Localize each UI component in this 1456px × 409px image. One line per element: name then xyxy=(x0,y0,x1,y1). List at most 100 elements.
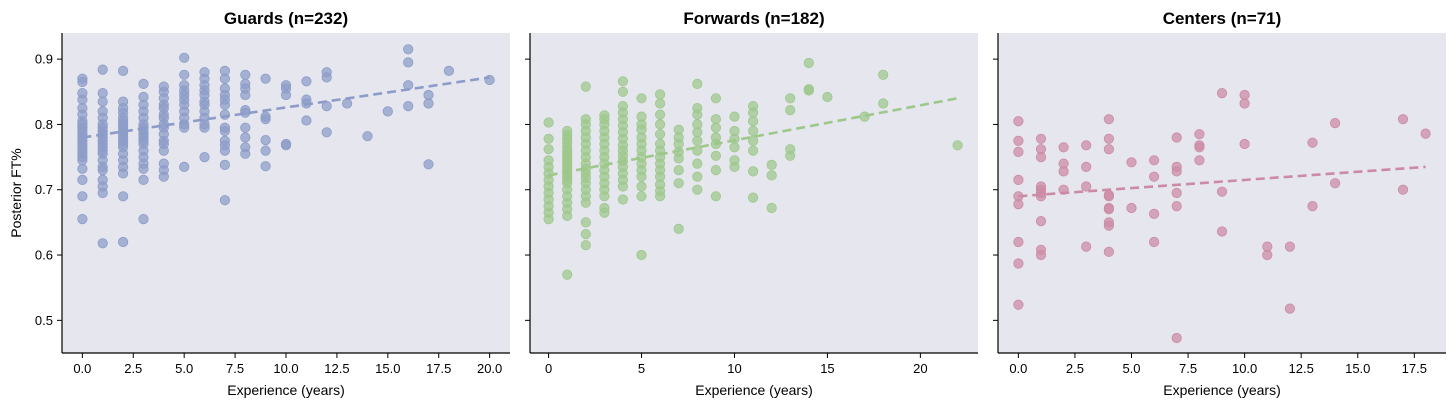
data-point xyxy=(1103,246,1115,257)
data-point xyxy=(1013,236,1024,248)
x-tick-label: 10 xyxy=(727,361,741,376)
data-point xyxy=(785,150,796,161)
data-point xyxy=(580,81,591,92)
data-point xyxy=(260,135,271,146)
data-point xyxy=(580,217,591,228)
data-point xyxy=(785,105,796,116)
data-point xyxy=(710,114,722,125)
data-point xyxy=(1035,216,1047,227)
data-point xyxy=(747,116,759,127)
y-tick-label: 0.7 xyxy=(35,182,53,197)
data-point xyxy=(1194,155,1205,166)
x-tick-label: 0 xyxy=(545,361,552,376)
data-point xyxy=(1081,161,1092,172)
data-point xyxy=(747,166,759,177)
data-point xyxy=(692,109,703,120)
data-point xyxy=(1194,142,1205,153)
data-point xyxy=(729,142,740,153)
data-point xyxy=(118,236,129,248)
data-point xyxy=(1103,133,1115,144)
data-point xyxy=(1216,88,1228,99)
data-point xyxy=(729,111,740,122)
panel-title: Centers (n=71) xyxy=(1163,9,1282,28)
data-point xyxy=(280,140,292,151)
trend-line xyxy=(82,76,490,139)
data-point xyxy=(1307,201,1318,212)
data-point xyxy=(692,158,703,169)
data-point xyxy=(1103,191,1115,202)
data-point xyxy=(138,174,149,185)
data-point xyxy=(1126,157,1137,168)
data-point xyxy=(118,65,129,77)
data-point xyxy=(219,99,230,110)
data-point xyxy=(97,165,108,176)
data-point xyxy=(362,131,373,142)
data-point xyxy=(1239,98,1250,109)
data-point xyxy=(543,133,554,144)
data-point xyxy=(1239,138,1250,150)
x-axis-label: Experience (years) xyxy=(227,382,345,398)
x-tick-label: 12.5 xyxy=(1289,361,1314,376)
data-point xyxy=(1103,114,1115,125)
x-tick-label: 2.5 xyxy=(1066,361,1084,376)
data-point xyxy=(1262,249,1273,261)
data-point xyxy=(654,109,666,120)
data-point xyxy=(423,89,434,101)
x-tick-label: 7.5 xyxy=(1179,361,1197,376)
x-tick-label: 20.0 xyxy=(477,361,502,376)
data-point xyxy=(710,191,722,202)
data-point xyxy=(1420,128,1431,139)
data-point xyxy=(260,161,271,172)
data-point xyxy=(766,170,777,181)
data-point xyxy=(636,191,647,202)
data-point xyxy=(382,106,393,117)
data-point xyxy=(423,98,434,109)
data-point xyxy=(729,161,740,172)
panel-title: Forwards (n=182) xyxy=(683,9,824,28)
data-point xyxy=(673,153,684,164)
y-tick-label: 0.5 xyxy=(35,313,53,328)
data-point xyxy=(158,145,169,156)
data-point xyxy=(1035,249,1047,261)
data-point xyxy=(1149,171,1160,182)
data-point xyxy=(1126,202,1137,214)
data-point xyxy=(580,240,591,251)
data-point xyxy=(654,119,666,130)
data-point xyxy=(1216,186,1228,197)
data-point xyxy=(803,85,814,96)
data-point xyxy=(97,88,108,99)
data-point xyxy=(403,101,414,112)
data-point xyxy=(1013,299,1024,310)
data-point xyxy=(803,57,814,69)
data-point xyxy=(260,114,271,125)
data-point xyxy=(543,214,554,225)
data-point xyxy=(179,52,190,63)
data-point xyxy=(1171,201,1182,212)
data-point xyxy=(1171,332,1182,344)
data-point xyxy=(1103,144,1115,155)
data-point xyxy=(1013,174,1024,185)
data-point xyxy=(562,269,573,280)
x-tick-label: 12.5 xyxy=(324,361,349,376)
data-point xyxy=(1013,199,1024,210)
data-point xyxy=(580,197,591,208)
data-point xyxy=(766,159,777,170)
data-point xyxy=(199,152,210,163)
data-point xyxy=(1284,241,1296,252)
data-point xyxy=(747,145,759,156)
data-point xyxy=(138,163,149,174)
data-point xyxy=(1013,258,1024,269)
data-point xyxy=(219,159,230,170)
data-point xyxy=(1058,166,1069,177)
data-point xyxy=(240,69,251,80)
data-point xyxy=(77,94,88,105)
data-point xyxy=(766,202,777,214)
x-tick-label: 0.0 xyxy=(1009,361,1027,376)
data-point xyxy=(654,89,666,100)
data-point xyxy=(599,207,610,218)
data-point xyxy=(673,223,684,234)
x-tick-label: 5.0 xyxy=(175,361,193,376)
data-point xyxy=(1149,155,1160,166)
data-point xyxy=(1171,187,1182,199)
data-point xyxy=(138,78,149,90)
